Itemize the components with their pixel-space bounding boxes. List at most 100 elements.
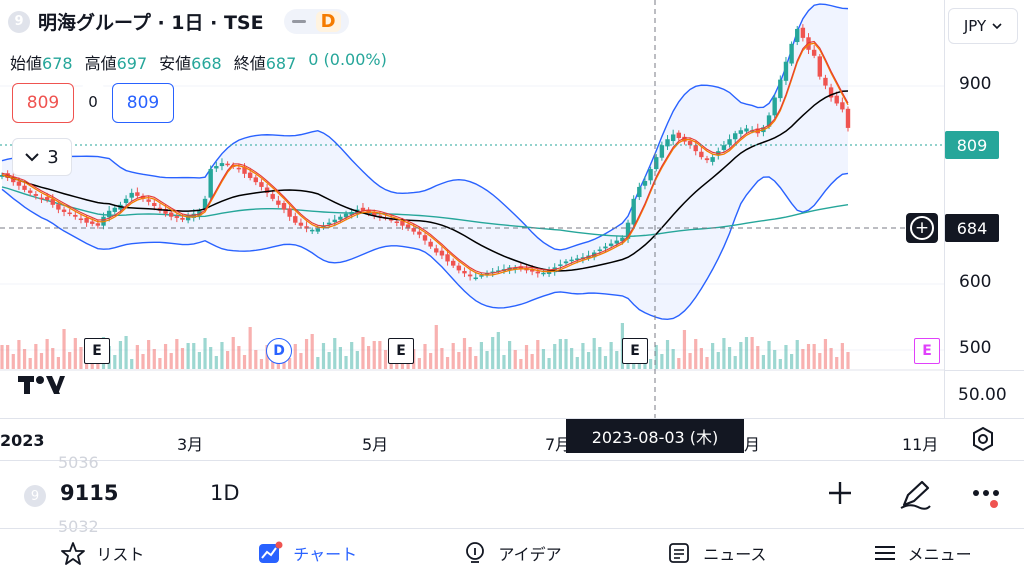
symbol-header[interactable]: 9 明海グループ · 1日 · TSE D: [8, 8, 349, 35]
candle-body: [73, 214, 78, 217]
volume-bar: [761, 355, 765, 369]
chevron-down-icon: [25, 153, 39, 162]
candle-body: [276, 200, 281, 205]
nav-menu[interactable]: メニュー: [819, 529, 1024, 577]
bollinger-fill: [2, 4, 848, 320]
candle-body: [95, 223, 101, 226]
candle-body: [152, 203, 157, 206]
nav-ideas[interactable]: アイデア: [410, 529, 615, 577]
volume-bar: [180, 348, 185, 369]
candle-body: [169, 212, 174, 217]
candle-body: [338, 216, 343, 220]
volume-bar: [79, 347, 83, 369]
price-axis[interactable]: 900 600 500: [944, 0, 1024, 418]
chart-settings-icon[interactable]: [970, 426, 996, 452]
star-icon: [61, 542, 86, 565]
candle-body: [845, 108, 851, 128]
candle-body: [727, 139, 732, 145]
candle-body: [558, 264, 563, 266]
candle-body: [343, 213, 349, 218]
candle-body: [569, 259, 574, 262]
candle-body: [535, 271, 540, 274]
volume-bar: [214, 356, 218, 369]
buy-button[interactable]: 809: [112, 83, 174, 123]
more-icon[interactable]: [972, 487, 1004, 509]
volume-bar: [175, 339, 179, 369]
earnings-event-marker[interactable]: E: [388, 338, 414, 364]
volume-bar: [547, 358, 551, 369]
symbol-badge: 9: [8, 10, 30, 33]
watchlist-symbol[interactable]: 9115: [60, 481, 119, 505]
candle-body: [259, 182, 264, 187]
volume-bar: [288, 358, 292, 369]
volume-bar: [756, 346, 760, 369]
earnings-event-marker[interactable]: E: [622, 338, 648, 364]
candle-body: [710, 157, 715, 162]
price-chart[interactable]: [0, 0, 944, 418]
dividend-event-marker[interactable]: D: [266, 338, 292, 364]
candle-body: [310, 229, 315, 232]
volume-bar: [344, 356, 348, 369]
close-item: 終値687: [233, 54, 297, 73]
add-alert-button[interactable]: +: [906, 213, 938, 243]
earnings-event-marker[interactable]: E: [84, 338, 110, 364]
currency-selector[interactable]: JPY: [948, 8, 1018, 44]
volume-bar: [615, 351, 619, 369]
volume-bar: [846, 352, 850, 369]
symbol-title[interactable]: 明海グループ · 1日 · TSE: [38, 12, 264, 34]
candle-body: [270, 194, 275, 199]
interval-button[interactable]: 1D: [210, 481, 240, 505]
sell-button[interactable]: 809: [12, 83, 74, 123]
volume-bar: [530, 354, 534, 369]
pen-icon[interactable]: [898, 479, 932, 511]
volume-bar: [338, 347, 342, 369]
candle-body: [496, 270, 501, 272]
indicators-toggle[interactable]: 3: [12, 138, 72, 176]
candle-body: [417, 231, 422, 235]
watchlist-bar[interactable]: 5036 9 9115 1D 5032: [0, 453, 1024, 536]
candle-body: [78, 218, 84, 221]
candle-body: [733, 133, 738, 140]
candle-body: [642, 180, 648, 186]
time-tick: 5月: [362, 435, 389, 454]
volume-bar: [564, 339, 568, 369]
future-earnings-marker[interactable]: E: [914, 338, 940, 364]
candle-body: [597, 249, 603, 252]
nav-news[interactable]: ニュース: [614, 529, 819, 577]
last-price-tag: 809: [945, 131, 999, 159]
volume-axis[interactable]: 50.00: [944, 370, 1024, 419]
volume-bar: [417, 358, 421, 369]
chart-area[interactable]: [0, 0, 944, 418]
candle-body: [39, 197, 44, 200]
volume-bar: [744, 337, 749, 369]
candle-body: [467, 274, 473, 277]
volume-bar: [823, 339, 828, 369]
volume-bar: [254, 350, 258, 369]
candle-body: [112, 207, 117, 212]
time-axis[interactable]: 2023 3月 5月 7月 月 11月: [0, 418, 1024, 461]
candle-body: [405, 224, 411, 229]
plus-icon: +: [910, 216, 934, 240]
volume-bar: [491, 337, 495, 369]
volume-bar: [795, 340, 799, 369]
volume-bar: [485, 351, 489, 369]
volume-bar: [304, 339, 309, 369]
volume-bar: [727, 347, 732, 369]
chart-icon: [259, 541, 283, 563]
nav-watchlist[interactable]: リスト: [0, 529, 205, 577]
candle-body: [676, 132, 681, 139]
time-tick: 月: [744, 435, 761, 454]
low-item: 安値668: [159, 54, 222, 73]
plus-icon[interactable]: [826, 479, 854, 507]
volume-bar: [11, 354, 15, 369]
candle-body: [411, 228, 416, 232]
volume-bar: [829, 348, 833, 369]
volume-bar: [671, 349, 675, 369]
data-mode-pill[interactable]: D: [283, 9, 349, 34]
candle-body: [817, 56, 822, 77]
candle-body: [828, 87, 834, 98]
time-tick: 7月: [545, 435, 572, 454]
volume-bar: [113, 355, 117, 369]
nav-chart[interactable]: チャート: [205, 529, 410, 577]
volume-bar: [767, 341, 771, 369]
